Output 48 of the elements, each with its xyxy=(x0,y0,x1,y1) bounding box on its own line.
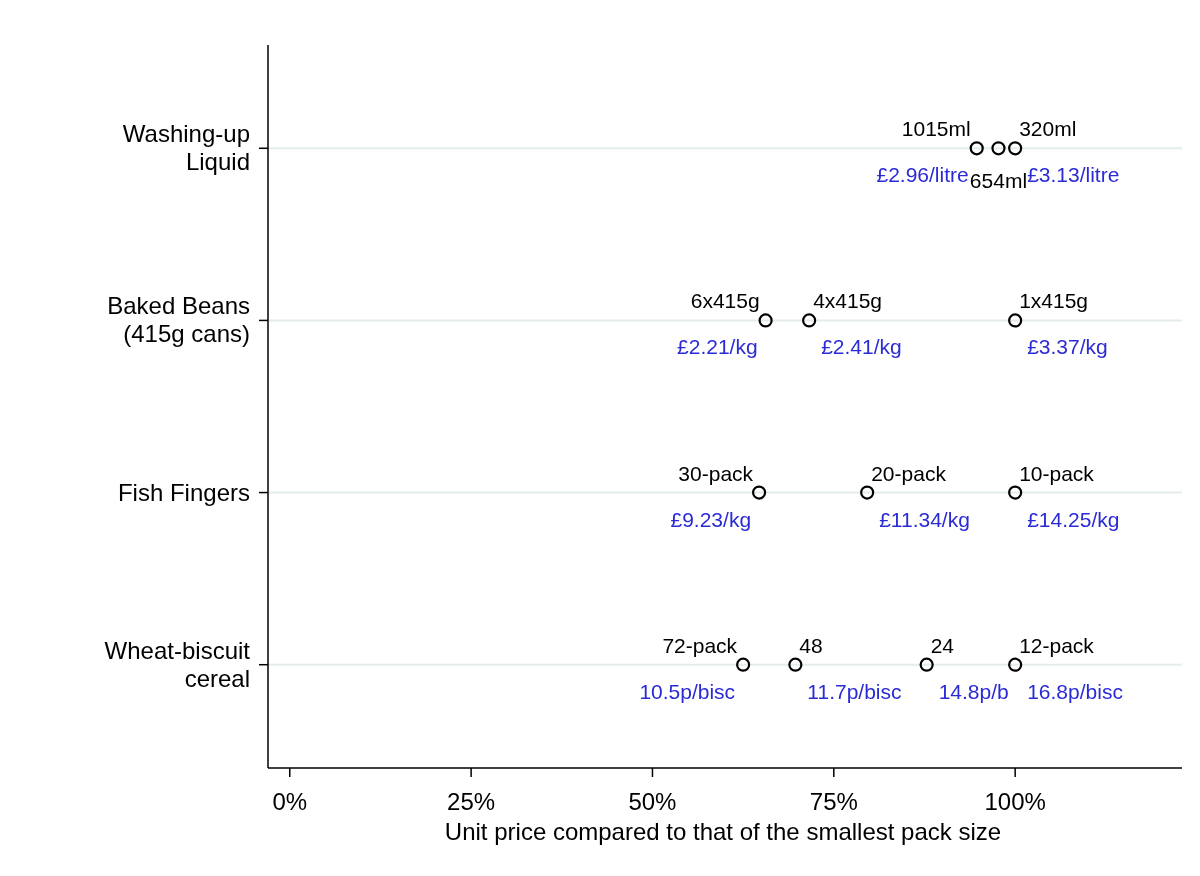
annotation: £2.96/litre xyxy=(876,163,969,187)
annotation: £2.41/kg xyxy=(821,335,902,359)
annotation: 72-pack xyxy=(662,633,738,657)
annotation: 10-pack xyxy=(1019,461,1095,485)
annotation: 1x415g xyxy=(1019,289,1089,313)
annotation: 320ml xyxy=(1019,117,1077,141)
annotation: 12-pack xyxy=(1019,633,1095,657)
point xyxy=(1008,313,1023,328)
annotation: 6x415g xyxy=(690,289,760,313)
annotation: £3.13/litre xyxy=(1027,163,1120,187)
annotation: 24 xyxy=(930,633,955,657)
annotation: £14.25/kg xyxy=(1027,507,1120,531)
annotation: 10.5p/bisc xyxy=(639,679,736,703)
y-tick-label: Washing-up Liquid xyxy=(122,120,250,176)
annotation: 16.8p/bisc xyxy=(1027,679,1123,703)
point xyxy=(802,313,817,328)
point xyxy=(1008,657,1023,672)
point xyxy=(751,485,767,500)
point xyxy=(969,141,984,156)
annotation: £2.21/kg xyxy=(677,335,758,359)
point xyxy=(758,313,773,328)
x-tick-label: 0% xyxy=(272,788,308,815)
y-tick-label: Fish Fingers xyxy=(117,478,250,506)
x-tick-label: 75% xyxy=(809,788,858,815)
x-axis-title: Unit price compared to that of the smallest pack size xyxy=(444,818,1002,845)
annotation: £3.37/kg xyxy=(1027,335,1108,359)
annotation: 654ml xyxy=(969,169,1028,193)
annotation: £11.34/kg xyxy=(879,507,970,531)
point xyxy=(788,657,803,672)
point xyxy=(736,657,751,672)
point xyxy=(1008,141,1023,156)
point xyxy=(1008,485,1023,500)
annotation: 48 xyxy=(799,633,823,657)
point xyxy=(991,141,1006,156)
annotation: 11.7p/bisc xyxy=(807,679,902,703)
y-tick-label: Wheat-biscuit cereal xyxy=(104,636,251,692)
annotation: 14.8p/b xyxy=(938,679,1009,703)
x-tick-label: 100% xyxy=(984,788,1046,815)
y-tick-label: Baked Beans (415g cans) xyxy=(107,292,250,348)
annotation: 20-pack xyxy=(871,461,947,485)
x-tick-label: 50% xyxy=(628,788,677,815)
point xyxy=(860,485,875,500)
point xyxy=(919,657,934,672)
x-tick-label: 25% xyxy=(447,788,496,815)
annotation: 1015ml xyxy=(901,117,971,141)
annotation: 30-pack xyxy=(678,461,754,485)
annotation: £9.23/kg xyxy=(670,507,752,531)
annotation: 4x415g xyxy=(813,289,883,313)
